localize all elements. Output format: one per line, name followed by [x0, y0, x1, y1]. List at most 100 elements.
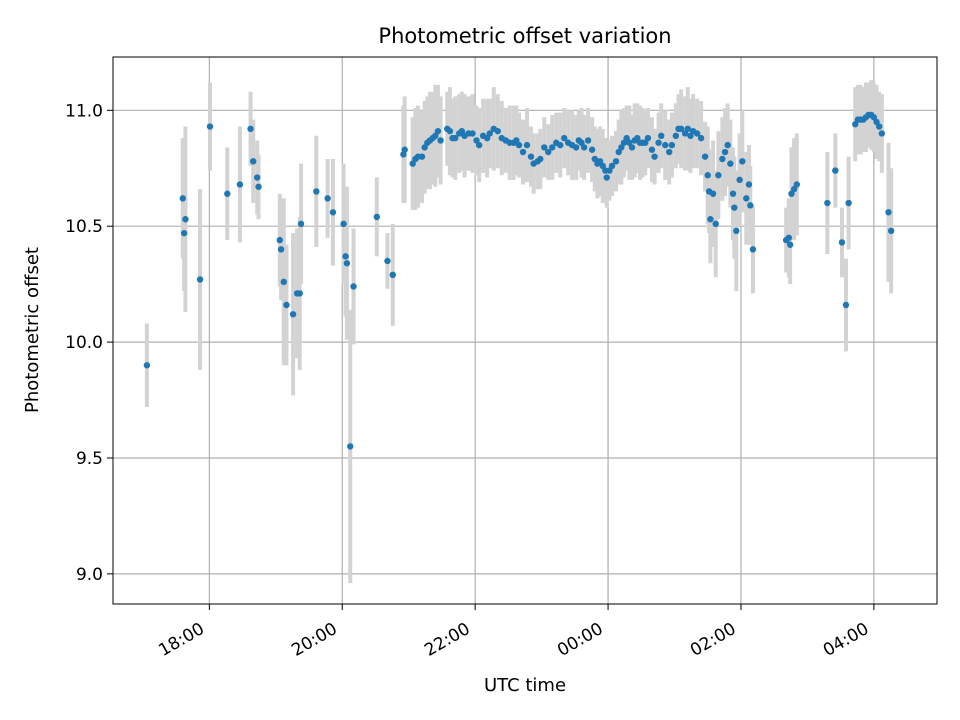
- data-point: [845, 199, 852, 207]
- data-point: [446, 127, 454, 135]
- data-point: [452, 134, 459, 142]
- data-point: [724, 141, 731, 149]
- data-point: [681, 130, 689, 137]
- data-point: [486, 130, 493, 137]
- data-point: [458, 127, 466, 135]
- data-point: [519, 148, 527, 156]
- plot-frame: [112, 56, 938, 605]
- data-point: [887, 227, 895, 235]
- data-point: [523, 141, 531, 149]
- y-tick-label: 9.5: [76, 449, 103, 469]
- data-point: [182, 216, 189, 223]
- data-point: [289, 311, 297, 318]
- data-point: [885, 209, 892, 216]
- data-point: [739, 158, 746, 165]
- data-point: [324, 195, 331, 202]
- data-point: [483, 134, 491, 142]
- data-point: [421, 144, 428, 151]
- data-point: [878, 130, 886, 137]
- data-point: [224, 190, 231, 197]
- data-point: [401, 146, 408, 153]
- data-point: [389, 271, 396, 279]
- data-point: [662, 141, 669, 149]
- data-point: [340, 220, 347, 228]
- data-point: [599, 162, 606, 170]
- data-point: [350, 283, 357, 290]
- data-point: [615, 148, 622, 156]
- data-point: [469, 130, 476, 137]
- data-point: [642, 139, 649, 146]
- data-point: [580, 144, 588, 151]
- data-point: [608, 162, 616, 170]
- data-point: [749, 246, 757, 253]
- data-point: [527, 153, 535, 160]
- data-point: [329, 209, 337, 216]
- data-point: [620, 139, 628, 146]
- data-point: [180, 229, 188, 237]
- data-point: [578, 139, 585, 146]
- data-point: [572, 144, 580, 151]
- data-point: [347, 443, 354, 450]
- data-point: [628, 144, 636, 151]
- data-point: [545, 148, 552, 156]
- data-point: [731, 204, 738, 211]
- data-point: [875, 123, 883, 130]
- data-point: [709, 190, 717, 197]
- data-point: [603, 174, 610, 181]
- data-point: [432, 132, 439, 140]
- data-point: [745, 181, 753, 188]
- x-axis-label: UTC time: [484, 675, 566, 696]
- data-point: [591, 155, 598, 163]
- data-point: [693, 130, 701, 137]
- data-point: [832, 167, 839, 174]
- data-point: [343, 260, 351, 267]
- data-point: [666, 148, 673, 156]
- data-point: [342, 253, 349, 260]
- data-point: [824, 199, 831, 207]
- data-point: [557, 141, 564, 149]
- data-point: [515, 141, 523, 149]
- data-point: [658, 132, 665, 140]
- data-point: [179, 195, 186, 202]
- data-point: [561, 134, 568, 142]
- data-point: [276, 236, 283, 244]
- data-point: [736, 176, 743, 184]
- data-point: [513, 137, 520, 144]
- data-point: [584, 137, 592, 144]
- data-point: [618, 144, 625, 151]
- data-point: [852, 121, 859, 128]
- data-point: [283, 301, 290, 309]
- data-point: [475, 141, 483, 149]
- data-point: [373, 213, 381, 221]
- y-tick-label: 9.0: [76, 565, 103, 585]
- data-points: [143, 111, 895, 450]
- data-point: [715, 172, 722, 179]
- data-point: [790, 185, 798, 193]
- data-point: [747, 202, 754, 209]
- data-point: [250, 158, 257, 165]
- data-point: [588, 146, 596, 153]
- data-point: [473, 137, 480, 144]
- data-point: [644, 134, 652, 142]
- data-point: [297, 220, 305, 228]
- data-point: [793, 181, 800, 188]
- y-tick-label: 11.0: [65, 101, 103, 121]
- data-point: [687, 132, 694, 140]
- data-point: [296, 290, 303, 297]
- data-point: [409, 160, 416, 167]
- data-point: [280, 278, 287, 286]
- y-tick-label: 10.5: [65, 217, 103, 237]
- data-point: [277, 246, 285, 253]
- data-point: [418, 153, 426, 160]
- data-point: [606, 167, 613, 174]
- data-point: [494, 127, 501, 135]
- data-point: [626, 139, 633, 146]
- data-point: [721, 148, 729, 156]
- data-point: [247, 125, 254, 133]
- data-point: [254, 174, 261, 181]
- data-point: [549, 144, 556, 151]
- data-point: [648, 146, 656, 153]
- data-point: [697, 134, 705, 142]
- data-point: [623, 134, 630, 142]
